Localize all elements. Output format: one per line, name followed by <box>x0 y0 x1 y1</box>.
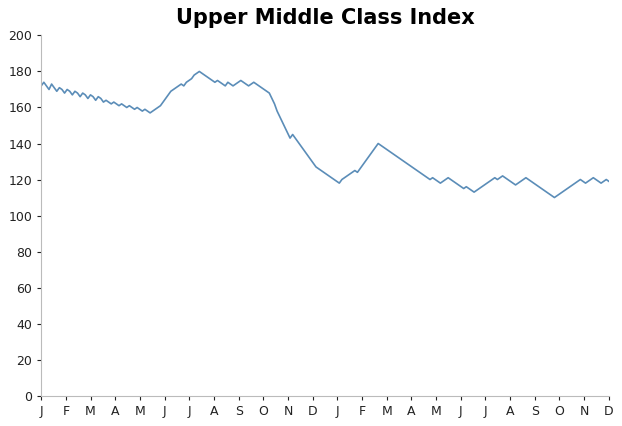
Title: Upper Middle Class Index: Upper Middle Class Index <box>175 9 475 29</box>
